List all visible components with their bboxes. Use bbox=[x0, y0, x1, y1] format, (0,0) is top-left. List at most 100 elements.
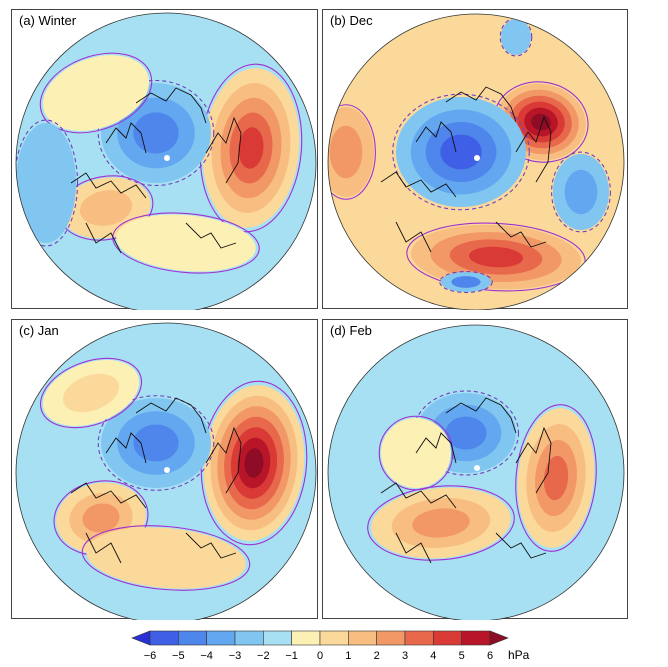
negative-anomaly bbox=[440, 134, 482, 170]
map-dec bbox=[327, 13, 625, 310]
pressure-contour bbox=[81, 525, 251, 591]
positive-anomaly bbox=[79, 190, 133, 226]
pressure-contour bbox=[328, 104, 376, 200]
pressure-contour bbox=[97, 79, 215, 187]
panel-dec: (b) Dec bbox=[322, 9, 628, 310]
negative-anomaly bbox=[133, 112, 179, 154]
coastline bbox=[135, 87, 207, 124]
colorbar bbox=[131, 630, 509, 646]
pressure-contour bbox=[515, 404, 597, 552]
panel-label-feb: (d) Feb bbox=[330, 323, 372, 338]
colorbar-tick-label: 3 bbox=[401, 650, 409, 662]
colorbar-tick-label: 6 bbox=[486, 650, 494, 662]
positive-anomaly bbox=[412, 508, 470, 538]
coastline bbox=[185, 222, 237, 249]
coastline bbox=[70, 482, 147, 509]
colorbar-tick-label: 4 bbox=[430, 650, 437, 662]
pressure-contour bbox=[499, 17, 533, 57]
colorbar-tick-label: −2 bbox=[257, 650, 270, 662]
map-field bbox=[328, 14, 624, 310]
colorbar-tick-label: 2 bbox=[373, 650, 380, 662]
colorbar-tick-label: −3 bbox=[228, 650, 242, 662]
panel-feb: (d) Feb bbox=[322, 319, 628, 620]
positive-anomaly bbox=[531, 113, 551, 131]
negative-anomaly bbox=[133, 424, 179, 462]
pressure-contour bbox=[551, 151, 611, 233]
pressure-contour bbox=[439, 270, 493, 294]
pressure-contour bbox=[39, 52, 153, 134]
north-pole-marker bbox=[474, 155, 480, 161]
pressure-contour bbox=[367, 485, 515, 561]
positive-anomaly bbox=[543, 455, 569, 501]
colorbar-tick-label: 0 bbox=[316, 650, 324, 662]
coastline bbox=[515, 426, 552, 494]
map-winter bbox=[15, 12, 317, 310]
panel-label-winter: (a) Winter bbox=[19, 13, 77, 28]
colorbar-segment bbox=[376, 630, 406, 646]
colorbar-segment bbox=[206, 630, 236, 646]
colorbar-unit: hPa bbox=[508, 648, 530, 662]
map-field bbox=[16, 323, 316, 620]
colorbar-tick-label: −4 bbox=[200, 650, 213, 662]
coastline bbox=[515, 115, 552, 183]
pressure-contour bbox=[378, 415, 454, 491]
pressure-contour bbox=[392, 93, 530, 211]
positive-anomaly bbox=[86, 527, 246, 589]
colorbar-segment bbox=[348, 630, 377, 646]
colorbar-max-triangle bbox=[489, 630, 509, 646]
colorbar-tick-label: −5 bbox=[172, 650, 185, 662]
positive-anomaly bbox=[329, 125, 363, 179]
positive-anomaly bbox=[116, 214, 256, 272]
colorbar-tick-label: 1 bbox=[345, 650, 352, 662]
positive-anomaly bbox=[82, 503, 120, 533]
coastline bbox=[205, 116, 242, 184]
colorbar-segment bbox=[291, 630, 321, 646]
north-pole-marker bbox=[164, 155, 170, 161]
colorbar-segment bbox=[433, 630, 462, 646]
positive-anomaly bbox=[42, 55, 150, 131]
negative-anomaly bbox=[501, 19, 531, 55]
positive-anomaly bbox=[62, 373, 120, 413]
coastline bbox=[415, 121, 457, 153]
negative-anomaly bbox=[564, 169, 598, 215]
colorbar-tick-label: −6 bbox=[143, 650, 157, 662]
colorbar-tick-label: −1 bbox=[285, 650, 298, 662]
panel-label-dec: (b) Dec bbox=[330, 13, 373, 28]
colorbar-segment bbox=[234, 630, 264, 646]
coastline bbox=[415, 432, 457, 464]
coastline bbox=[105, 432, 147, 464]
positive-anomaly bbox=[238, 127, 264, 169]
coastline bbox=[135, 397, 207, 434]
colorbar-segment bbox=[319, 630, 349, 646]
coastline bbox=[205, 426, 242, 494]
coastline bbox=[70, 172, 147, 199]
map-field bbox=[328, 325, 624, 620]
pressure-contour bbox=[97, 395, 215, 491]
coastline bbox=[445, 397, 517, 434]
coastline bbox=[185, 532, 237, 559]
negative-anomaly bbox=[451, 276, 481, 288]
coastline bbox=[395, 221, 432, 253]
colorbar-segment bbox=[178, 630, 207, 646]
panel-label-jan: (c) Jan bbox=[19, 323, 59, 338]
map-boundary bbox=[327, 324, 625, 620]
map-feb bbox=[327, 324, 625, 620]
positive-anomaly bbox=[244, 448, 264, 478]
coastline bbox=[445, 86, 517, 123]
colorbar-tick-label: 5 bbox=[458, 650, 465, 662]
coastline bbox=[85, 532, 122, 564]
panel-jan: (c) Jan bbox=[11, 319, 318, 620]
coastline bbox=[495, 532, 547, 559]
pressure-contour bbox=[39, 357, 143, 429]
coastline bbox=[395, 532, 432, 564]
north-pole-marker bbox=[164, 467, 170, 473]
coastline bbox=[380, 482, 457, 509]
map-field bbox=[16, 13, 316, 310]
coastline bbox=[105, 122, 147, 154]
colorbar-segment bbox=[149, 630, 179, 646]
map-boundary bbox=[15, 12, 317, 310]
panel-winter: (a) Winter bbox=[11, 9, 318, 310]
coastline bbox=[495, 221, 547, 248]
negative-anomaly bbox=[445, 416, 487, 450]
colorbar-segment bbox=[404, 630, 434, 646]
